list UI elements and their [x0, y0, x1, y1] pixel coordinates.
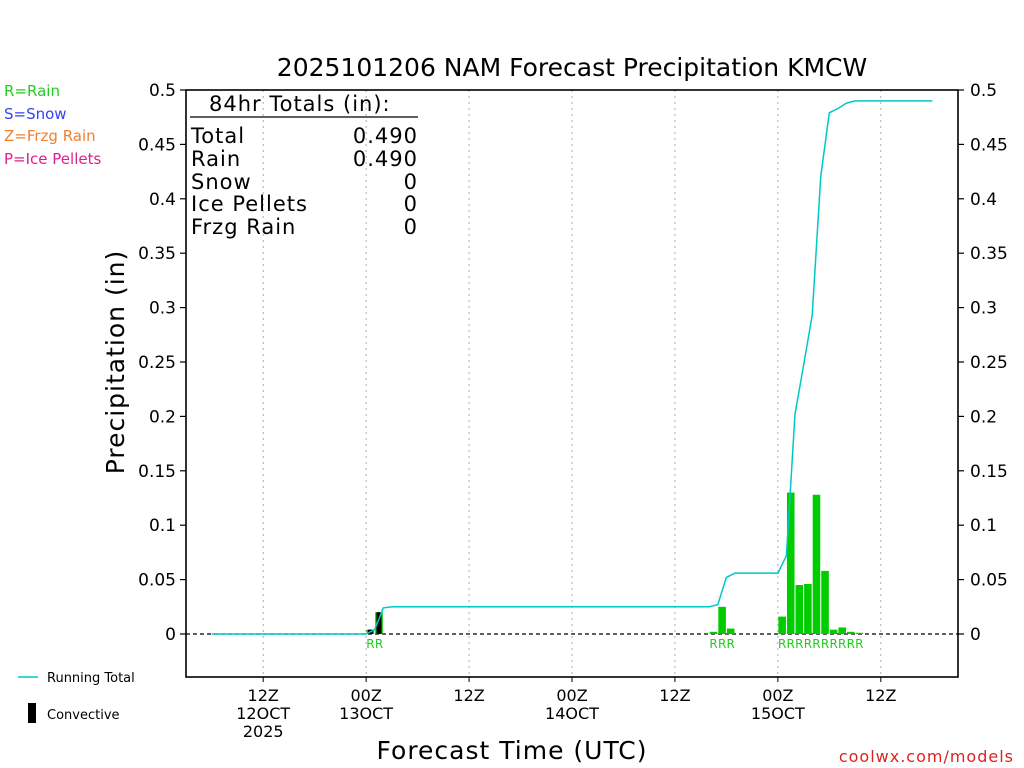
x-tick-label-5-0: 00Z — [762, 686, 793, 705]
y-tick-label-right-4: 0.2 — [970, 407, 997, 427]
ptype-marker-13: R — [847, 637, 855, 651]
ptype-marker-4: R — [727, 637, 735, 651]
x-axis-label: Forecast Time (UTC) — [377, 736, 648, 765]
convective-legend-label: Convective — [47, 708, 120, 723]
y-tick-label-right-5: 0.25 — [970, 353, 1008, 373]
x-tick-label-3-1: 14OCT — [545, 704, 599, 723]
y-tick-label-left-0: 0 — [165, 625, 176, 645]
y-tick-label-right-0: 0 — [970, 625, 981, 645]
legend-ice-pellets: P=Ice Pellets — [4, 150, 101, 168]
ptype-marker-0: R — [366, 637, 374, 651]
y-tick-label-left-3: 0.15 — [138, 462, 176, 482]
x-tick-label-0-2: 2025 — [243, 722, 284, 741]
rain-bar-13 — [846, 631, 855, 634]
x-tick-label-6-0: 12Z — [865, 686, 896, 705]
x-tick-label-0-1: 12OCT — [236, 704, 290, 723]
ptype-marker-7: R — [795, 637, 803, 651]
totals-label-total: Total — [190, 124, 245, 148]
x-tick-label-2-0: 12Z — [453, 686, 484, 705]
plot-frame — [185, 89, 959, 678]
y-tick-label-left-1: 0.05 — [138, 571, 176, 591]
y-tick-label-left-6: 0.3 — [149, 299, 176, 319]
totals-value-rain: 0.490 — [353, 147, 418, 171]
running-total-line — [211, 100, 933, 635]
x-tick-label-5-1: 15OCT — [751, 704, 805, 723]
x-tick-label-0-0: 12Z — [248, 686, 279, 705]
totals-value-snow: 0 — [404, 170, 418, 194]
x-tick-label-1-1: 13OCT — [339, 704, 393, 723]
y-tick-label-right-9: 0.45 — [970, 135, 1008, 155]
y-tick-label-right-8: 0.4 — [970, 190, 997, 210]
y-axis-label: Precipitation (in) — [101, 250, 130, 475]
ptype-legend: R=Rain S=Snow Z=Frzg Rain P=Ice Pellets — [4, 82, 101, 168]
grid-lines — [262, 90, 882, 677]
ptype-marker-11: R — [829, 637, 837, 651]
y-tick-label-left-8: 0.4 — [149, 190, 176, 210]
legend-snow: S=Snow — [4, 105, 67, 123]
y-tick-label-right-6: 0.3 — [970, 299, 997, 319]
y-tick-label-right-1: 0.05 — [970, 571, 1008, 591]
credit-link[interactable]: coolwx.com/models — [839, 747, 1014, 766]
y-tick-label-left-2: 0.1 — [149, 516, 176, 536]
totals-value-ice-pellets: 0 — [404, 192, 418, 216]
rain-bar-14 — [855, 632, 864, 634]
rain-bar-2 — [709, 631, 718, 634]
y-ticks: 0 00.05 0.050.1 0.10.15 0.150.2 0.20.25 0.250.… — [138, 81, 1008, 645]
ptype-marker-2: R — [709, 637, 717, 651]
legend-frzg-rain: Z=Frzg Rain — [4, 127, 96, 145]
y-tick-label-left-9: 0.45 — [138, 135, 176, 155]
ptype-marker-10: R — [821, 637, 829, 651]
rain-bar-7 — [795, 585, 804, 634]
ptype-marker-12: R — [838, 637, 846, 651]
ptype-marker-14: R — [855, 637, 863, 651]
totals-box: 84hr Totals (in): Total 0.490 Rain 0.490… — [190, 92, 418, 239]
chart-title: 2025101206 NAM Forecast Precipitation KM… — [277, 53, 867, 82]
ptype-marker-3: R — [718, 637, 726, 651]
ptype-marker-9: R — [812, 637, 820, 651]
rain-bar-11 — [829, 629, 838, 634]
running-total-legend-label: Running Total — [47, 671, 135, 686]
y-tick-label-left-5: 0.25 — [138, 353, 176, 373]
x-tick-label-4-0: 12Z — [659, 686, 690, 705]
rain-bar-4 — [726, 628, 735, 634]
totals-heading: 84hr Totals (in): — [209, 92, 391, 116]
y-tick-label-left-4: 0.2 — [149, 407, 176, 427]
ptype-marker-8: R — [804, 637, 812, 651]
y-tick-label-right-10: 0.5 — [970, 81, 997, 101]
totals-label-frzg-rain: Frzg Rain — [191, 215, 296, 239]
rain-bar-5 — [778, 616, 786, 634]
y-tick-label-right-3: 0.15 — [970, 462, 1008, 482]
rain-bar-10 — [821, 570, 829, 634]
rain-bar-12 — [838, 627, 846, 634]
ptype-marker-6: R — [787, 637, 795, 651]
convective-legend-swatch — [28, 703, 36, 723]
x-tick-label-3-0: 00Z — [556, 686, 587, 705]
rain-bar-6 — [786, 492, 795, 634]
ptype-marker-5: R — [778, 637, 786, 651]
y-tick-label-left-10: 0.5 — [149, 81, 176, 101]
convective-bars — [367, 612, 382, 634]
y-tick-label-right-7: 0.35 — [970, 244, 1008, 264]
y-tick-label-right-2: 0.1 — [970, 516, 997, 536]
totals-label-ice-pellets: Ice Pellets — [191, 192, 308, 216]
totals-value-total: 0.490 — [353, 124, 418, 148]
convective-bar-1 — [376, 612, 382, 634]
totals-label-rain: Rain — [191, 147, 241, 171]
legend-rain: R=Rain — [4, 82, 60, 100]
series-legend: Running Total Convective — [18, 671, 135, 723]
totals-label-snow: Snow — [191, 170, 252, 194]
ptype-marker-1: R — [375, 637, 383, 651]
x-tick-label-1-0: 00Z — [350, 686, 381, 705]
rain-bar-8 — [804, 583, 812, 634]
rain-bar-3 — [718, 606, 726, 634]
rain-bar-9 — [812, 494, 821, 634]
y-tick-label-left-7: 0.35 — [138, 244, 176, 264]
totals-value-frzg-rain: 0 — [404, 215, 418, 239]
